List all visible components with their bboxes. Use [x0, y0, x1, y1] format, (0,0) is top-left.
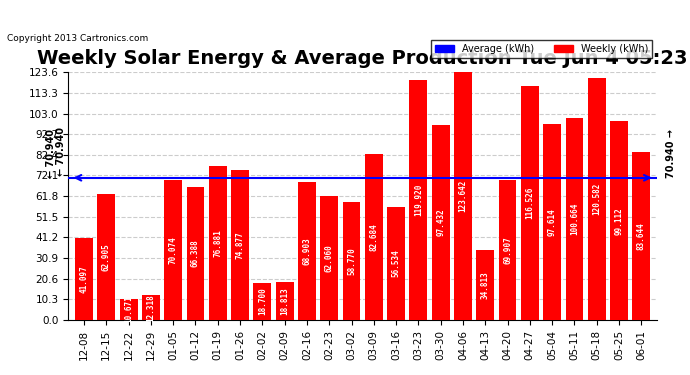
- Bar: [253, 282, 271, 320]
- Bar: [610, 121, 628, 320]
- Text: 18.700: 18.700: [258, 287, 267, 315]
- Bar: [142, 296, 160, 320]
- Text: 66.388: 66.388: [191, 240, 200, 267]
- Text: 58.770: 58.770: [347, 247, 356, 275]
- Bar: [521, 86, 539, 320]
- Text: 82.684: 82.684: [369, 223, 378, 251]
- Bar: [231, 170, 249, 320]
- Bar: [164, 180, 182, 320]
- Bar: [632, 152, 650, 320]
- Text: 76.881: 76.881: [213, 229, 222, 257]
- Bar: [75, 238, 93, 320]
- Text: 18.813: 18.813: [280, 287, 289, 315]
- Bar: [588, 78, 606, 320]
- Text: 62.905: 62.905: [102, 243, 111, 271]
- Bar: [276, 282, 293, 320]
- Bar: [432, 124, 450, 320]
- Text: 56.534: 56.534: [392, 249, 401, 277]
- Text: ← 70.940: ← 70.940: [46, 129, 56, 178]
- Text: 97.432: 97.432: [436, 209, 445, 236]
- Text: 74.877: 74.877: [235, 231, 244, 259]
- Bar: [320, 196, 338, 320]
- Text: 68.903: 68.903: [302, 237, 311, 265]
- Text: Copyright 2013 Cartronics.com: Copyright 2013 Cartronics.com: [7, 34, 148, 43]
- Title: Weekly Solar Energy & Average Production Tue Jun 4 05:23: Weekly Solar Energy & Average Production…: [37, 49, 688, 68]
- Bar: [543, 124, 561, 320]
- Text: 70.074: 70.074: [168, 236, 177, 264]
- Bar: [476, 250, 494, 320]
- Text: 10.671: 10.671: [124, 296, 133, 323]
- Bar: [499, 180, 516, 320]
- Text: 119.920: 119.920: [414, 184, 423, 216]
- Text: 97.614: 97.614: [548, 208, 557, 236]
- Text: 120.582: 120.582: [592, 183, 601, 215]
- Text: 34.813: 34.813: [481, 271, 490, 299]
- Bar: [365, 154, 383, 320]
- Text: 83.644: 83.644: [637, 222, 646, 250]
- Legend: Average (kWh), Weekly (kWh): Average (kWh), Weekly (kWh): [431, 40, 652, 58]
- Text: 100.664: 100.664: [570, 203, 579, 235]
- Text: 62.060: 62.060: [325, 244, 334, 272]
- Text: 69.907: 69.907: [503, 236, 512, 264]
- Bar: [97, 194, 115, 320]
- Bar: [186, 187, 204, 320]
- Text: 41.097: 41.097: [79, 265, 88, 293]
- Bar: [119, 298, 137, 320]
- Bar: [409, 80, 427, 320]
- Text: 12.318: 12.318: [146, 294, 155, 321]
- Bar: [298, 182, 316, 320]
- Bar: [387, 207, 405, 320]
- Bar: [209, 166, 227, 320]
- Text: 116.526: 116.526: [525, 187, 534, 219]
- Text: 70.940 →: 70.940 →: [666, 129, 676, 178]
- Text: 123.642: 123.642: [458, 180, 467, 212]
- Text: ← 70.940: ← 70.940: [56, 127, 66, 176]
- Bar: [454, 72, 472, 320]
- Bar: [342, 202, 360, 320]
- Bar: [566, 118, 583, 320]
- Text: 99.112: 99.112: [615, 207, 624, 234]
